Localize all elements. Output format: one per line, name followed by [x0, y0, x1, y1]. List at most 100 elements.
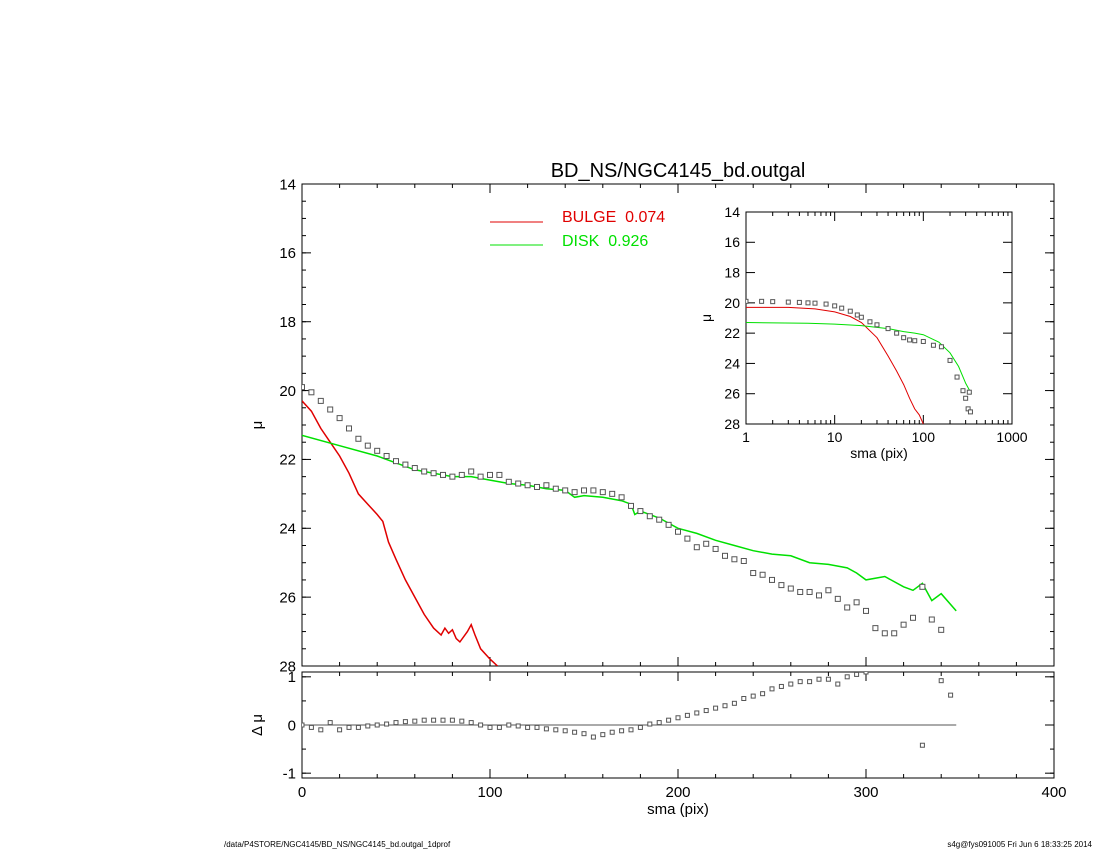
data-point — [963, 395, 969, 401]
inset-log-panel: 1 10 100 1000 14 16 18 20 22 24 26 28 μ sma (pix) — [698, 204, 1028, 461]
data-point — [336, 415, 343, 422]
data-point — [581, 731, 587, 737]
data-point — [894, 330, 900, 336]
data-point — [393, 720, 399, 726]
data-point — [844, 604, 851, 611]
y-tick-label: 1 — [288, 669, 296, 686]
data-point — [599, 489, 606, 496]
data-point — [703, 540, 710, 547]
data-point — [581, 487, 587, 494]
data-point — [938, 344, 944, 350]
data-point — [746, 298, 749, 304]
data-point — [628, 502, 634, 509]
data-point — [881, 630, 888, 637]
data-point — [609, 729, 615, 735]
data-point — [713, 705, 719, 711]
data-point — [402, 719, 408, 725]
data-point — [637, 724, 643, 730]
y-tick-label: -1 — [283, 765, 296, 782]
data-point — [769, 576, 775, 583]
data-point — [938, 678, 944, 684]
data-point — [421, 468, 428, 475]
data-point — [847, 308, 853, 314]
data-point — [302, 384, 305, 391]
data-point — [477, 473, 484, 480]
data-point — [562, 487, 569, 494]
data-point — [796, 299, 802, 305]
data-point — [646, 513, 653, 520]
bulge-profile-line — [302, 400, 499, 666]
data-point — [731, 556, 738, 563]
data-point — [440, 717, 446, 723]
data-point — [590, 487, 597, 494]
data-point — [412, 718, 418, 724]
data-point — [854, 672, 860, 677]
data-point — [816, 676, 822, 682]
y-tick-label: 18 — [279, 314, 296, 331]
data-point — [872, 625, 879, 632]
data-point — [656, 720, 662, 726]
bulge-profile-line — [746, 306, 924, 424]
data-point — [637, 508, 644, 515]
data-point — [515, 723, 521, 729]
x-tick-label: 10 — [827, 429, 843, 445]
data-point — [901, 335, 907, 341]
y-tick-label: 14 — [724, 204, 740, 220]
chart-title: BD_NS/NGC4145_bd.outgal — [551, 160, 806, 182]
plot-area — [746, 298, 973, 424]
data-point — [618, 494, 625, 501]
data-point — [712, 545, 719, 552]
data-point — [948, 692, 954, 698]
data-point — [684, 712, 690, 718]
data-point — [543, 482, 550, 489]
data-point — [384, 721, 390, 727]
data-point — [374, 447, 381, 454]
y-axis-label: Δ μ — [249, 714, 266, 736]
data-point — [919, 742, 925, 748]
x-tick-label: 1 — [742, 429, 750, 445]
data-point — [770, 299, 776, 305]
data-point — [759, 298, 765, 304]
x-tick-label: 300 — [853, 784, 878, 801]
y-tick-label: 28 — [724, 416, 740, 432]
data-point — [694, 710, 700, 716]
data-point — [628, 727, 634, 733]
data-point — [590, 734, 596, 740]
data-point — [656, 516, 663, 523]
data-point — [741, 696, 747, 701]
data-point — [515, 480, 522, 487]
data-point — [308, 724, 314, 730]
data-point — [374, 722, 380, 728]
y-tick-label: 16 — [279, 245, 296, 262]
y-axis-label: μ — [698, 314, 714, 322]
data-point — [885, 326, 891, 332]
y-tick-label: 24 — [279, 521, 296, 538]
data-point — [675, 528, 681, 535]
data-point — [900, 621, 907, 628]
data-point — [647, 721, 653, 727]
x-tick-label: 200 — [665, 784, 690, 801]
data-point — [835, 681, 841, 687]
data-point — [534, 724, 540, 730]
data-point — [506, 722, 512, 728]
data-point — [907, 337, 913, 343]
data-point — [760, 691, 766, 697]
data-point — [703, 708, 709, 714]
data-point — [867, 319, 873, 325]
data-point — [722, 703, 728, 709]
y-tick-label: 22 — [724, 325, 740, 341]
data-point — [346, 724, 352, 730]
data-point — [759, 571, 766, 578]
data-point — [769, 686, 775, 692]
data-point — [722, 552, 728, 559]
data-point — [806, 588, 813, 595]
data-point — [920, 338, 926, 344]
data-point — [750, 693, 756, 699]
data-point — [440, 471, 446, 478]
data-point — [525, 724, 531, 730]
y-tick-label: 26 — [279, 589, 296, 606]
data-point — [496, 471, 503, 478]
data-point — [731, 700, 737, 706]
data-point — [496, 724, 502, 730]
plot-area — [302, 672, 957, 748]
